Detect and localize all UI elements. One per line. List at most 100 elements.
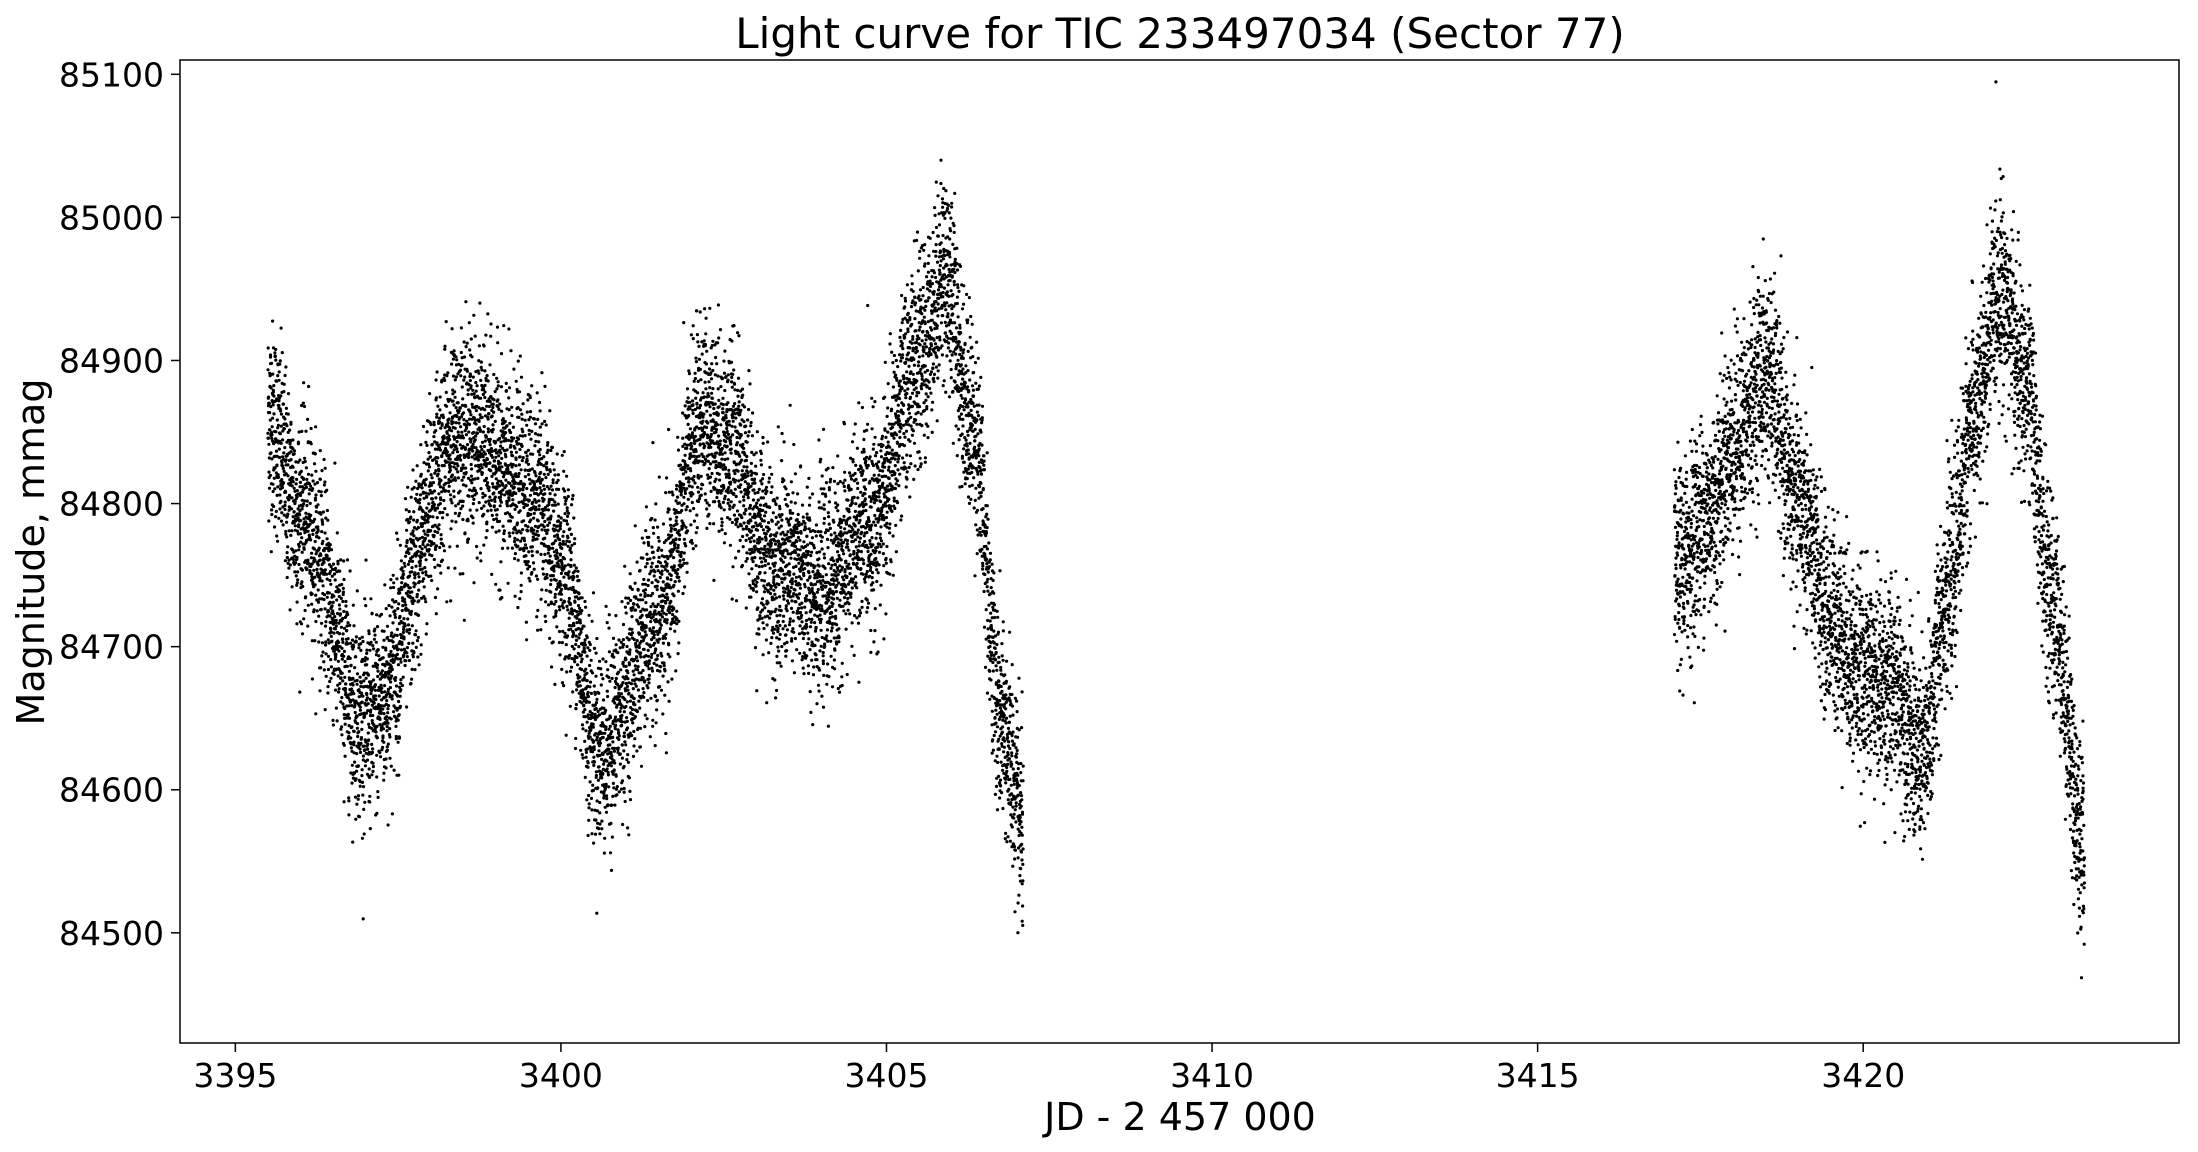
data-point: [585, 747, 590, 751]
data-point: [453, 476, 457, 480]
data-point: [363, 714, 367, 718]
data-point: [569, 558, 573, 562]
data-point: [660, 569, 664, 573]
data-point: [421, 490, 425, 494]
data-point: [637, 632, 642, 636]
data-point: [544, 619, 548, 624]
data-point: [272, 504, 276, 509]
data-point: [555, 481, 559, 485]
data-point: [650, 581, 654, 585]
data-point: [323, 466, 327, 470]
data-point: [442, 544, 446, 548]
data-point: [378, 706, 382, 711]
data-point: [288, 438, 293, 442]
data-point: [407, 631, 411, 635]
data-point: [492, 517, 496, 522]
data-point: [483, 459, 487, 463]
data-point: [710, 362, 714, 366]
data-point: [563, 631, 567, 635]
data-point: [689, 333, 694, 337]
data-point: [289, 533, 293, 538]
data-point: [465, 443, 470, 447]
data-point: [526, 448, 531, 452]
data-point: [325, 488, 329, 492]
data-point: [516, 359, 520, 363]
data-point: [454, 520, 458, 524]
data-point: [516, 474, 521, 478]
data-point: [543, 384, 547, 388]
data-point: [462, 355, 467, 359]
data-point: [661, 712, 665, 716]
data-point: [334, 706, 338, 710]
data-point: [468, 379, 472, 383]
data-point: [313, 639, 317, 643]
data-point: [416, 525, 420, 530]
data-point: [547, 487, 551, 491]
data-point: [410, 570, 414, 574]
data-point: [471, 502, 475, 506]
data-point: [595, 636, 599, 641]
data-point: [299, 622, 304, 626]
data-point: [531, 452, 535, 456]
data-point: [310, 551, 314, 555]
data-point: [341, 679, 345, 683]
data-point: [320, 654, 324, 658]
data-point: [663, 669, 667, 673]
data-point: [584, 750, 589, 755]
data-point: [623, 740, 627, 744]
data-point: [658, 685, 662, 689]
data-point: [463, 375, 467, 379]
data-point: [693, 371, 697, 375]
data-point: [417, 485, 421, 489]
data-point: [454, 355, 458, 359]
data-point: [356, 794, 361, 798]
data-point: [552, 602, 556, 606]
data-point: [332, 631, 336, 635]
data-point: [473, 489, 477, 493]
data-point: [568, 527, 572, 531]
data-point: [458, 572, 462, 576]
data-point: [636, 668, 640, 672]
data-point: [492, 504, 496, 508]
data-point: [273, 354, 277, 359]
data-point: [587, 802, 591, 806]
data-point: [467, 422, 472, 427]
data-point: [416, 549, 420, 554]
data-point: [478, 301, 482, 305]
data-point: [404, 544, 408, 548]
data-point: [702, 395, 706, 399]
data-point: [476, 458, 480, 462]
data-point: [554, 548, 559, 552]
data-point: [612, 786, 616, 790]
data-point: [321, 510, 325, 514]
data-point: [448, 545, 452, 549]
data-point: [425, 443, 429, 447]
data-point: [377, 694, 381, 698]
data-point: [522, 519, 526, 523]
data-point: [555, 625, 559, 629]
data-point: [300, 568, 304, 572]
data-point: [309, 564, 313, 569]
data-point: [294, 482, 298, 486]
data-point: [660, 572, 664, 576]
data-point: [717, 529, 721, 533]
data-point: [470, 455, 474, 459]
data-point: [327, 591, 331, 595]
data-point: [485, 457, 489, 462]
data-point: [539, 597, 543, 601]
data-point: [438, 564, 442, 568]
data-point: [547, 559, 552, 563]
data-point: [331, 723, 335, 727]
data-point: [423, 532, 427, 536]
data-point: [339, 700, 343, 704]
data-point: [366, 709, 370, 713]
data-point: [580, 723, 585, 727]
data-point: [420, 552, 424, 556]
data-point: [445, 450, 449, 454]
data-point: [355, 678, 359, 683]
data-point: [487, 404, 491, 409]
data-point: [385, 624, 390, 628]
data-point: [652, 556, 656, 560]
data-point: [365, 696, 369, 700]
data-point: [632, 729, 636, 734]
